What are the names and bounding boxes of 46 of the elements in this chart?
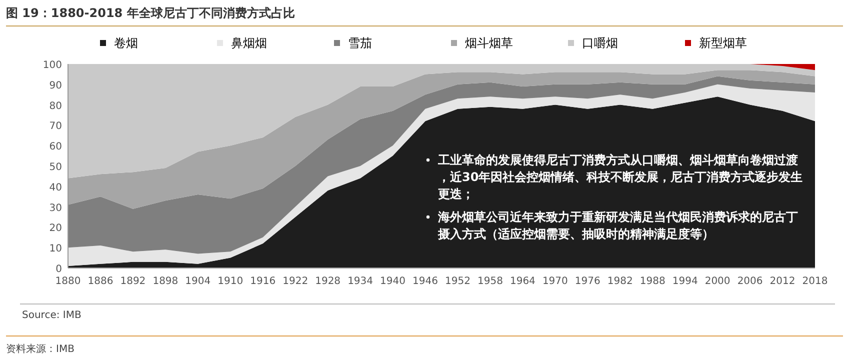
x-tick-label: 1898 xyxy=(152,276,178,287)
legend-label: 卷烟 xyxy=(114,36,138,50)
y-tick-label: 10 xyxy=(49,244,62,255)
legend-label: 鼻烟烟 xyxy=(231,36,267,50)
x-tick-label: 1982 xyxy=(607,276,633,287)
chart-title: 图 19：1880-2018 年全球尼古丁不同消费方式占比 xyxy=(6,6,295,20)
x-tick-label: 2006 xyxy=(737,276,763,287)
x-tick-label: 1916 xyxy=(250,276,276,287)
x-tick-label: 1976 xyxy=(574,276,600,287)
legend-label: 雪茄 xyxy=(348,36,372,50)
x-tick-label: 2012 xyxy=(770,276,796,287)
legend-label: 口嚼烟 xyxy=(582,36,618,50)
annotation: 工业革命的发展使得尼古丁消费方式从口嚼烟、烟斗烟草向卷烟过渡，近30年因社会控烟情绪、科技不断发展，尼古丁消费方式逐步发生更迭； xyxy=(437,153,803,201)
y-tick-label: 40 xyxy=(49,182,62,194)
x-tick-label: 1970 xyxy=(542,276,568,287)
y-tick-label: 100 xyxy=(42,60,62,71)
annotation: 海外烟草公司近年来致力于重新研发满足当代烟民消费诉求的尼古丁摄入方式（适应控烟需要、抽吸时的精神满足度等） xyxy=(437,210,798,241)
y-tick-label: 80 xyxy=(49,100,62,112)
x-tick-label: 1928 xyxy=(315,276,341,287)
x-tick-label: 2000 xyxy=(704,276,730,287)
y-tick-label: 0 xyxy=(56,264,62,275)
x-tick-label: 1934 xyxy=(348,276,374,287)
x-tick-label: 1904 xyxy=(185,276,211,287)
x-tick-label: 1892 xyxy=(120,276,146,287)
x-tick-label: 1988 xyxy=(640,276,666,287)
x-tick-label: 1910 xyxy=(218,276,244,287)
legend-label: 新型烟草 xyxy=(699,36,747,50)
x-tick-label: 1946 xyxy=(412,276,438,287)
x-tick-label: 1886 xyxy=(88,276,114,287)
y-tick-label: 50 xyxy=(49,162,62,173)
legend-label: 烟斗烟草 xyxy=(465,36,513,50)
y-tick-label: 70 xyxy=(49,121,62,132)
text: 资料来源：IMB xyxy=(6,343,75,355)
x-tick-label: 1880 xyxy=(55,276,81,287)
x-tick-label: 1964 xyxy=(510,276,536,287)
x-tick-label: 1958 xyxy=(477,276,503,287)
y-tick-label: 20 xyxy=(49,223,62,234)
y-tick-label: 30 xyxy=(49,202,62,214)
y-tick-label: 90 xyxy=(49,80,62,92)
x-tick-label: 1940 xyxy=(380,276,406,287)
x-tick-label: 1994 xyxy=(672,276,698,287)
x-tick-label: 1952 xyxy=(445,276,470,287)
x-tick-label: 2018 xyxy=(802,276,828,287)
y-tick-label: 60 xyxy=(49,142,62,153)
source-note: Source: IMB xyxy=(22,310,82,321)
x-tick-label: 1922 xyxy=(282,276,308,287)
